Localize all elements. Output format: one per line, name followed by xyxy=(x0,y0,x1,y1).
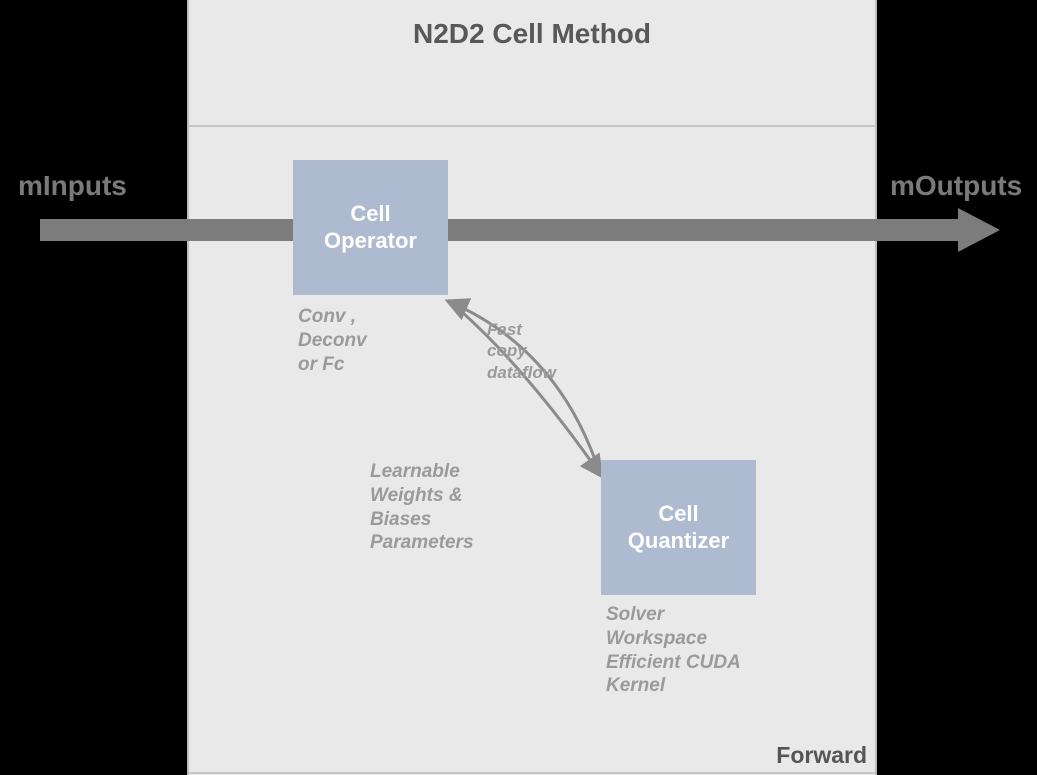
main-flow-arrow xyxy=(0,0,1037,775)
link-side-label: Learnable Weights & Biases Parameters xyxy=(370,460,570,555)
node-cell-quantizer: Cell Quantizer xyxy=(601,460,756,595)
node-cell-operator-label: Cell Operator xyxy=(324,201,417,254)
node-cell-operator: Cell Operator xyxy=(293,160,448,295)
node-cell-quantizer-label: Cell Quantizer xyxy=(628,501,729,554)
node-cell-quantizer-caption: Solver Workspace Efficient CUDA Kernel xyxy=(606,603,826,698)
node-cell-operator-caption: Conv , Deconv or Fc xyxy=(298,305,468,376)
link-label-fast-copy: Fast copy dataflow xyxy=(487,319,607,383)
footer-divider xyxy=(189,772,875,774)
footer-forward-label: Forward xyxy=(776,742,867,769)
